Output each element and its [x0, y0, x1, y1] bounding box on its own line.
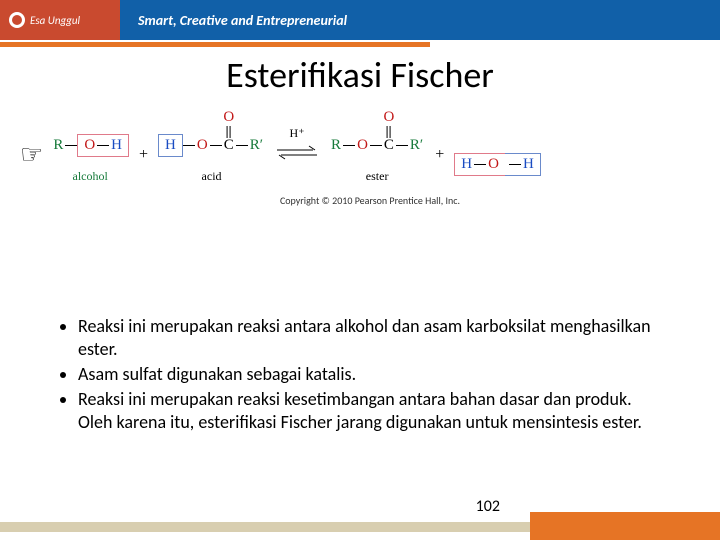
- atom-c: C: [382, 137, 396, 153]
- carbonyl-o: O: [381, 109, 396, 138]
- ester-group: R O O C R′ ester: [329, 125, 425, 184]
- atom-h: H: [521, 156, 536, 173]
- orange-divider: [0, 42, 430, 47]
- bond: [396, 145, 408, 146]
- atom-c: C: [222, 137, 236, 153]
- bullet-item: Asam sulfat digunakan sebagai katalis.: [78, 363, 670, 386]
- logo-text: Esa Unggul: [30, 14, 80, 27]
- acid-h-box: H: [158, 134, 183, 157]
- footer: [0, 510, 720, 540]
- atom-h: H: [163, 137, 178, 154]
- atom-h: H: [459, 156, 474, 173]
- bond: [97, 145, 109, 146]
- diagram-copyright: Copyright © 2010 Pearson Prentice Hall, …: [20, 194, 720, 207]
- catalyst-label: H⁺: [290, 126, 305, 141]
- logo-icon: [8, 11, 26, 29]
- footer-orange-block: [530, 512, 720, 540]
- water-group: H O H: [454, 144, 541, 184]
- plus-sign: +: [435, 146, 444, 164]
- atom-rp: R′: [408, 137, 425, 154]
- bond: [370, 145, 382, 146]
- bond: [509, 164, 521, 165]
- bond: [183, 145, 195, 146]
- footer-grey-bar: [0, 522, 540, 532]
- bond: [236, 145, 248, 146]
- bond: [210, 145, 222, 146]
- atom-h: H: [109, 137, 124, 154]
- bullet-item: Reaksi ini merupakan reaksi antara alkoh…: [78, 315, 670, 361]
- atom-o: O: [486, 156, 501, 173]
- tagline: Smart, Creative and Entrepreneurial: [138, 12, 347, 29]
- header-banner: Esa Unggul Smart, Creative and Entrepren…: [0, 0, 720, 40]
- slide-title: Esterifikasi Fischer: [0, 53, 720, 97]
- atom-r: R: [329, 137, 343, 154]
- alcohol-group: R O H alcohol: [51, 125, 129, 184]
- atom-r: R: [51, 137, 65, 154]
- bullet-list: Reaksi ini merupakan reaksi antara alkoh…: [0, 315, 720, 434]
- pointer-icon: ☞: [20, 142, 43, 168]
- plus-sign: +: [139, 146, 148, 164]
- bond: [343, 145, 355, 146]
- bond: [474, 164, 486, 165]
- water-h-box: H: [505, 153, 541, 176]
- carbonyl-o: O: [221, 109, 236, 138]
- acid-label: acid: [158, 169, 265, 184]
- acid-group: H O O C R′ acid: [158, 125, 265, 184]
- alcohol-label: alcohol: [51, 169, 129, 184]
- bond: [65, 145, 77, 146]
- atom-o: O: [355, 137, 370, 154]
- logo-block: Esa Unggul: [0, 0, 120, 40]
- bullet-item: Reaksi ini merupakan reaksi kesetimbanga…: [78, 388, 670, 434]
- atom-o: O: [195, 137, 210, 154]
- ester-label: ester: [329, 169, 425, 184]
- atom-rp: R′: [248, 137, 265, 154]
- equilibrium-arrow: H⁺: [275, 144, 319, 165]
- leaving-oh-box: O H: [77, 134, 129, 157]
- water-box: H O: [454, 153, 505, 176]
- reaction-diagram: ☞ R O H alcohol + H O: [0, 125, 720, 245]
- atom-o: O: [82, 137, 97, 154]
